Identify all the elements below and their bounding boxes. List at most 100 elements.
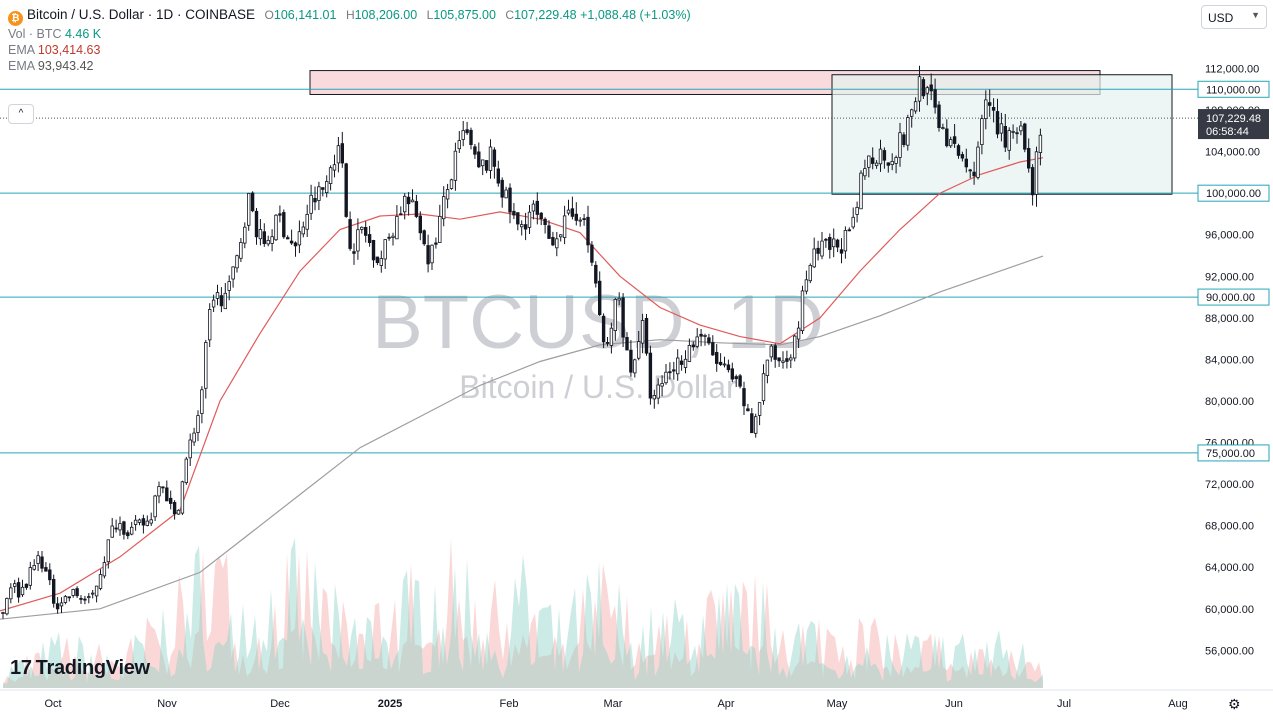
candle-body <box>52 579 56 604</box>
candle-body <box>874 162 879 167</box>
candle-body <box>356 229 360 252</box>
candle-body <box>106 539 110 563</box>
candle-body <box>851 216 855 228</box>
candle <box>500 177 504 208</box>
time-tick-label: Jun <box>945 698 963 710</box>
candle <box>235 254 239 273</box>
candle <box>297 220 302 254</box>
candle <box>676 349 680 381</box>
candle <box>118 516 122 536</box>
candle <box>765 359 770 384</box>
candle-body <box>960 154 965 159</box>
candle-body <box>999 123 1004 134</box>
candle-body <box>601 315 606 343</box>
price-tick-label: 84,000.00 <box>1205 354 1254 366</box>
symbol-title[interactable]: Bitcoin / U.S. Dollar · 1D · COINBASE <box>27 7 256 22</box>
candle-body <box>656 384 660 399</box>
candle <box>24 583 29 590</box>
candle-body <box>391 235 395 238</box>
candle-body <box>1027 147 1031 169</box>
candle-body <box>867 155 871 168</box>
candle <box>644 314 649 356</box>
candle-body <box>40 556 44 569</box>
candle <box>211 294 216 312</box>
candle <box>434 237 438 249</box>
candle-body <box>570 208 575 217</box>
time-tick-label: Nov <box>157 698 177 710</box>
currency-select[interactable]: USD ▼ <box>1201 5 1267 29</box>
candle <box>843 226 848 259</box>
candle-body <box>215 292 220 299</box>
candle <box>820 232 824 260</box>
candle <box>414 194 419 219</box>
candle-body <box>629 349 633 373</box>
candle <box>722 356 727 368</box>
candle-body <box>469 129 473 146</box>
candle-body <box>800 290 805 331</box>
candle-body <box>129 526 134 535</box>
candle <box>968 168 972 179</box>
candle <box>547 220 551 239</box>
candle <box>367 225 372 247</box>
candle <box>1007 127 1011 160</box>
candle-body <box>535 200 539 215</box>
candle-body <box>204 342 208 389</box>
candle-body <box>730 368 734 380</box>
candle-body <box>617 297 621 301</box>
candle-body <box>995 111 1000 135</box>
candle-body <box>157 486 161 497</box>
candle-body <box>480 159 485 167</box>
candle-body <box>750 413 754 434</box>
volume-label: Vol · BTC <box>8 27 62 41</box>
candle-body <box>430 244 434 264</box>
candle <box>890 153 894 171</box>
candle-body <box>297 231 302 246</box>
tradingview-logo[interactable]: 17 TradingView <box>10 657 150 680</box>
volume-value: 4.46 K <box>64 27 102 41</box>
candle-body <box>79 598 83 600</box>
candle-body <box>773 345 777 360</box>
level-label-box <box>1197 184 1270 202</box>
candle-body <box>882 150 887 161</box>
candle <box>137 518 142 526</box>
candle <box>746 403 750 412</box>
candles <box>1 65 1043 619</box>
countdown-label: 06:58:44 <box>1206 126 1249 138</box>
candle <box>633 358 637 378</box>
settings-gear-icon[interactable]: ⚙ <box>1228 696 1241 712</box>
candle <box>348 211 352 251</box>
candle-body <box>781 360 785 363</box>
candle-body <box>594 264 598 284</box>
candle <box>871 147 875 170</box>
candle-body <box>789 357 793 361</box>
candle <box>578 217 582 227</box>
candle <box>539 212 543 226</box>
candle <box>473 144 477 159</box>
candle-body <box>453 150 458 181</box>
legend-ema1-row[interactable]: EMA 103,414.63 <box>8 42 691 58</box>
legend-volume-row[interactable]: Vol · BTC 4.46 K <box>8 26 691 42</box>
candle-body <box>933 89 937 108</box>
candle <box>863 159 867 180</box>
candle-body <box>520 224 524 228</box>
low-value: 105,875.00 <box>433 8 496 22</box>
price-tick-label: 68,000.00 <box>1205 521 1254 533</box>
candle-body <box>55 603 60 610</box>
volume-area <box>3 538 1043 688</box>
candle <box>999 112 1004 142</box>
collapse-legend-button[interactable]: ^ <box>8 104 34 124</box>
candle <box>71 588 75 598</box>
candle <box>410 189 415 203</box>
candle <box>769 344 773 362</box>
candle-body <box>761 373 766 402</box>
last-price-label: 107,229.48 <box>1206 113 1261 125</box>
candle <box>40 551 44 573</box>
candle-body <box>87 596 91 598</box>
candle <box>246 192 251 231</box>
candle <box>808 263 812 284</box>
candle <box>20 579 25 597</box>
candle-body <box>340 143 344 164</box>
legend-ema2-row[interactable]: EMA 93,943.42 <box>8 58 691 74</box>
